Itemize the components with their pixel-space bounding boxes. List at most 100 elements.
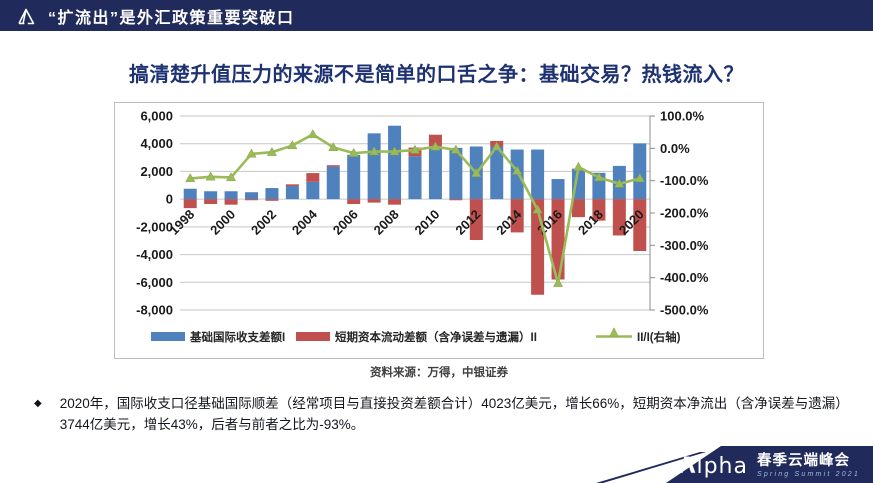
bar-shortterm-flow	[449, 199, 463, 201]
bar-shortterm-flow	[183, 199, 197, 209]
right-axis-tick-label: 100.0%	[660, 109, 705, 124]
ratio-marker-triangle	[205, 171, 216, 181]
bar-shortterm-flow	[347, 199, 361, 204]
right-axis-tick-label: -300.0%	[660, 238, 709, 253]
bar-basic-balance	[490, 146, 504, 200]
bar-shortterm-flow	[469, 199, 483, 241]
x-axis-tick-label: 2004	[289, 206, 321, 238]
ratio-marker-triangle	[430, 141, 441, 151]
header-bar: “扩流出”是外汇政策重要突破口	[0, 0, 873, 31]
bullet-text: 2020年，国际收支口径基础国际顺差（经常项目与直接投资差额合计）4023亿美元…	[59, 396, 849, 432]
bar-shortterm-flow	[367, 199, 381, 203]
bar-shortterm-flow	[326, 165, 340, 167]
ratio-marker-triangle	[471, 167, 482, 177]
bar-shortterm-flow	[510, 199, 524, 233]
bar-basic-balance	[388, 125, 402, 200]
left-axis-tick-label: 6,000	[140, 109, 173, 124]
legend-label-ratio: II/I(右轴)	[637, 330, 681, 344]
ratio-marker-triangle	[226, 172, 237, 182]
ratio-marker-triangle	[450, 144, 461, 154]
left-axis-tick-label: 0	[166, 192, 173, 207]
left-axis-tick-label: 4,000	[140, 136, 173, 151]
ratio-marker-triangle	[246, 148, 257, 158]
ratio-marker-triangle	[348, 147, 359, 157]
ratio-marker-triangle	[593, 172, 604, 182]
bar-shortterm-flow	[428, 134, 442, 147]
combo-chart: 6,000 4,000 2,000 0 -2,000 -4,000 -6,000 -8,000…	[136, 109, 709, 345]
x-axis-tick-label: 2000	[207, 207, 238, 238]
right-axis-tick-label: -500.0%	[660, 303, 709, 318]
ratio-marker-triangle	[266, 146, 277, 156]
ratio-marker-triangle	[553, 277, 564, 287]
bar-basic-balance	[245, 192, 259, 200]
legend-marker-ratio	[608, 327, 620, 338]
chart-panel: 6,000 4,000 2,000 0 -2,000 -4,000 -6,000 -8,000…	[114, 102, 764, 359]
bar-shortterm-flow	[633, 199, 647, 252]
event-subtitle: Spring Summit 2021	[756, 470, 860, 478]
x-axis-tick-label: 2006	[330, 207, 361, 238]
right-axis-tick-label: 0.0%	[660, 141, 690, 156]
x-axis-tick-label: 2008	[371, 207, 402, 238]
bar-basic-balance	[367, 133, 381, 200]
bar-basic-balance	[326, 166, 340, 200]
bar-shortterm-flow	[592, 199, 606, 221]
left-axis-tick-label: 2,000	[140, 164, 173, 179]
bar-basic-balance	[347, 154, 361, 200]
banner-content: Λlpha 春季云端峰会 Spring Summit 2021	[678, 449, 860, 483]
bar-basic-balance	[285, 185, 299, 200]
bullet-row: ◆ 2020年，国际收支口径基础国际顺差（经常项目与直接投资差额合计）4023亿…	[34, 394, 852, 436]
bar-basic-balance	[531, 149, 545, 200]
x-axis-tick-label: 1998	[166, 207, 197, 238]
alpha-logo-icon	[18, 8, 35, 24]
left-axis-tick-label: -2,000	[136, 219, 173, 234]
bar-shortterm-flow	[265, 199, 279, 201]
legend-label-shortterm: 短期资本流动差额（含净误差与遗漏）II	[335, 330, 537, 344]
bar-shortterm-flow	[245, 199, 259, 201]
ratio-marker-triangle	[307, 129, 318, 139]
bar-shortterm-flow	[285, 184, 299, 186]
ratio-marker-triangle	[532, 204, 543, 214]
left-axis-tick-label: -8,000	[136, 303, 173, 318]
bar-basic-balance	[183, 188, 197, 200]
right-axis-tick-label: -400.0%	[660, 270, 709, 285]
legend-label-basic: 基础国际收支差额I	[189, 330, 285, 344]
x-axis-tick-label: 2010	[411, 207, 442, 238]
bullet-diamond-icon: ◆	[34, 398, 42, 409]
bar-shortterm-flow	[571, 199, 585, 218]
bar-basic-balance	[224, 191, 238, 200]
bar-basic-balance	[265, 188, 279, 200]
ratio-marker-triangle	[491, 141, 502, 151]
footer-banner: Λlpha 春季云端峰会 Spring Summit 2021	[596, 446, 873, 483]
bar-basic-balance	[449, 147, 463, 200]
bar-shortterm-flow	[306, 173, 320, 182]
right-axis-tick-label: -100.0%	[660, 173, 709, 188]
ratio-marker-triangle	[512, 165, 523, 175]
bar-basic-balance	[408, 156, 422, 200]
ratio-marker-triangle	[614, 178, 625, 188]
legend-swatch-basic	[151, 332, 185, 341]
bar-basic-balance	[306, 181, 320, 200]
bar-shortterm-flow	[224, 199, 238, 205]
ratio-marker-triangle	[634, 173, 645, 183]
left-axis-tick-label: -6,000	[136, 275, 173, 290]
bar-shortterm-flow	[388, 199, 402, 205]
legend-swatch-shortterm	[296, 332, 330, 341]
header-title: “扩流出”是外汇政策重要突破口	[48, 9, 295, 27]
ratio-marker-triangle	[409, 144, 421, 154]
ratio-marker-triangle	[287, 140, 298, 150]
slide-title: 搞清楚升值压力的来源不是简单的口舌之争：基础交易？热钱流入？	[129, 64, 744, 86]
ratio-marker-triangle	[185, 173, 196, 183]
bar-basic-balance	[551, 179, 565, 200]
alpha-wordmark: Λlpha	[678, 453, 748, 479]
x-axis-tick-label: 2002	[248, 207, 279, 238]
ratio-marker-triangle	[389, 146, 400, 156]
right-axis-tick-label: -200.0%	[660, 206, 709, 221]
bar-shortterm-flow	[612, 199, 626, 236]
event-name: 春季云端峰会	[756, 452, 850, 469]
left-axis-tick-label: -4,000	[136, 247, 173, 262]
bar-basic-balance	[633, 143, 647, 200]
ratio-marker-triangle	[369, 146, 380, 156]
bar-basic-balance	[204, 191, 218, 200]
bar-shortterm-flow	[204, 199, 218, 204]
source-note: 资料来源：万得，中银证券	[370, 367, 508, 379]
